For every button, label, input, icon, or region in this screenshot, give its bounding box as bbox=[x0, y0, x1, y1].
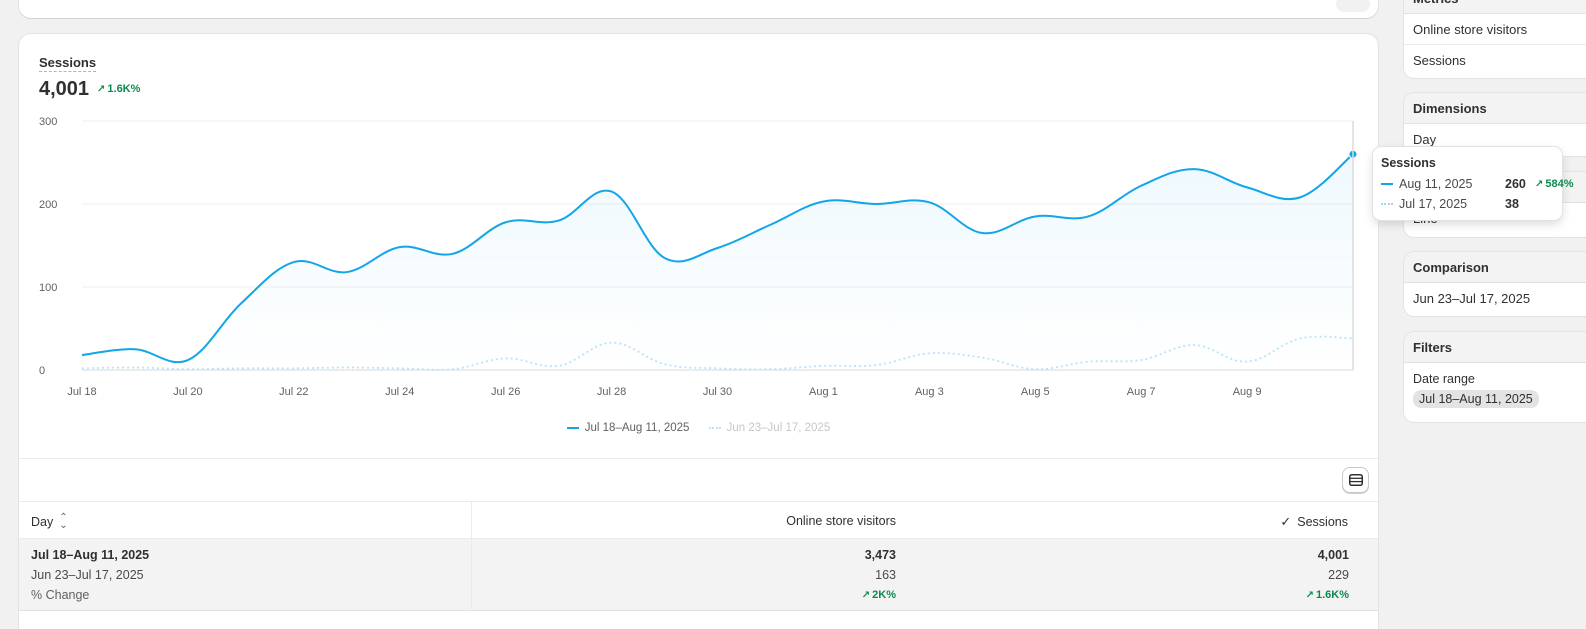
metric-item-sessions[interactable]: Sessions bbox=[1413, 53, 1466, 68]
y-tick-label: 200 bbox=[39, 199, 57, 211]
visitors-current: 3,473 bbox=[864, 548, 896, 562]
x-tick-label: Aug 5 bbox=[1021, 386, 1050, 398]
comparison-period-label: Jun 23–Jul 17, 2025 bbox=[31, 568, 144, 582]
x-tick-label: Jul 24 bbox=[385, 386, 414, 398]
metric-change: ↗ 1.6K% bbox=[97, 83, 140, 95]
column-header-day[interactable]: Day ⌃ ⌄ bbox=[31, 512, 68, 531]
top-card-button[interactable] bbox=[1336, 0, 1370, 12]
table-view-button[interactable] bbox=[1342, 467, 1369, 493]
dimensions-heading: Dimensions bbox=[1404, 93, 1586, 124]
tooltip-change: ↗ 584% bbox=[1535, 178, 1574, 190]
column-header-sessions-label: Sessions bbox=[1297, 515, 1348, 529]
y-axis: 300 200 100 0 bbox=[39, 116, 57, 377]
metrics-heading: Metrics bbox=[1404, 0, 1586, 14]
chart-legend: Jul 18–Aug 11, 2025 Jun 23–Jul 17, 2025 bbox=[19, 420, 1378, 434]
sessions-current: 4,001 bbox=[1317, 548, 1349, 562]
x-tick-label: Jul 22 bbox=[279, 386, 308, 398]
x-axis: Jul 18 Jul 20 Jul 22 Jul 24 Jul 26 Jul 28 Jul … bbox=[67, 386, 1261, 398]
filter-label-date-range: Date range bbox=[1413, 372, 1475, 386]
sessions-change: ↗ 1.6K% bbox=[1306, 585, 1349, 606]
chart-series bbox=[81, 149, 1358, 371]
x-tick-label: Jul 28 bbox=[597, 386, 626, 398]
sessions-cell: 4,001 229 ↗ 1.6K% bbox=[1306, 545, 1349, 606]
metric-item-visitors[interactable]: Online store visitors bbox=[1404, 14, 1586, 45]
tooltip-date-current: Aug 11, 2025 bbox=[1399, 177, 1473, 191]
x-tick-label: Jul 20 bbox=[173, 386, 202, 398]
column-header-day-label: Day bbox=[31, 515, 54, 529]
day-cell: Jul 18–Aug 11, 2025 Jun 23–Jul 17, 2025 … bbox=[31, 545, 149, 605]
x-tick-label: Jul 18 bbox=[67, 386, 96, 398]
arrow-up-right-icon: ↗ bbox=[861, 590, 871, 601]
tooltip-change-value: 584% bbox=[1545, 178, 1574, 190]
chart-tooltip: Sessions Aug 11, 2025 260 ↗ 584% Jul 17, … bbox=[1373, 147, 1574, 220]
tooltip-swatch-current bbox=[1381, 183, 1393, 185]
top-card bbox=[19, 0, 1378, 18]
chart-table-divider bbox=[19, 458, 1378, 459]
table-row: Jul 18–Aug 11, 2025 Jun 23–Jul 17, 2025 … bbox=[19, 539, 1378, 611]
legend-item-comparison[interactable]: Jun 23–Jul 17, 2025 bbox=[708, 422, 831, 434]
filter-date-range-pill[interactable]: Jul 18–Aug 11, 2025 bbox=[1413, 390, 1539, 408]
column-header-visitors[interactable]: Online store visitors bbox=[786, 514, 896, 528]
legend-label-current: Jul 18–Aug 11, 2025 bbox=[584, 422, 690, 434]
y-tick-label: 100 bbox=[39, 282, 57, 294]
filters-heading: Filters bbox=[1404, 332, 1586, 363]
legend-item-current[interactable]: Jul 18–Aug 11, 2025 bbox=[566, 422, 690, 434]
series-area-current bbox=[82, 154, 1353, 370]
table-header: Day ⌃ ⌄ Online store visitors ✓ Sessions bbox=[19, 501, 1378, 540]
legend-swatch-current bbox=[566, 427, 579, 429]
visitors-comparison: 163 bbox=[875, 568, 896, 582]
filters-panel: Filters Date range Jul 18–Aug 11, 2025 bbox=[1404, 332, 1586, 422]
x-tick-label: Aug 7 bbox=[1127, 386, 1156, 398]
column-separator bbox=[471, 539, 472, 611]
sessions-comparison: 229 bbox=[1328, 568, 1349, 582]
arrow-up-right-icon: ↗ bbox=[1535, 179, 1544, 190]
x-tick-label: Aug 1 bbox=[809, 386, 838, 398]
x-tick-label: Aug 3 bbox=[915, 386, 944, 398]
tooltip-value-comparison: 38 bbox=[1505, 197, 1519, 211]
x-tick-label: Jul 26 bbox=[491, 386, 520, 398]
table-icon bbox=[1348, 474, 1363, 486]
legend-swatch-comparison bbox=[708, 427, 721, 429]
metric-value: 4,001 bbox=[39, 78, 90, 100]
visitors-change-value: 2K% bbox=[872, 589, 896, 601]
sessions-change-value: 1.6K% bbox=[1315, 589, 1349, 601]
column-header-sessions[interactable]: ✓ Sessions bbox=[1280, 514, 1348, 530]
tooltip-row-current: Aug 11, 2025 260 ↗ 584% bbox=[1381, 177, 1574, 191]
legend-label-comparison: Jun 23–Jul 17, 2025 bbox=[726, 422, 831, 434]
tooltip-date-comparison: Jul 17, 2025 bbox=[1399, 197, 1468, 211]
arrow-up-right-icon: ↗ bbox=[97, 84, 106, 95]
dimensions-panel: Dimensions Day bbox=[1404, 93, 1586, 156]
sessions-report-card: Sessions 4,001 ↗ 1.6K% 300 200 100 0 Jul 18 J… bbox=[19, 34, 1378, 629]
arrow-up-right-icon: ↗ bbox=[1305, 590, 1314, 601]
current-period-label: Jul 18–Aug 11, 2025 bbox=[31, 548, 150, 562]
metric-title[interactable]: Sessions bbox=[39, 55, 97, 72]
column-separator bbox=[471, 502, 472, 540]
x-tick-label: Aug 9 bbox=[1233, 386, 1262, 398]
x-tick-label: Jul 30 bbox=[703, 386, 732, 398]
tooltip-title: Sessions bbox=[1381, 156, 1436, 170]
metric-change-value: 1.6K% bbox=[107, 83, 141, 95]
visitors-cell: 3,473 163 ↗ 2K% bbox=[862, 545, 896, 606]
y-tick-label: 0 bbox=[39, 365, 45, 377]
visitors-change: ↗ 2K% bbox=[862, 585, 896, 606]
y-tick-label: 300 bbox=[39, 116, 57, 128]
sort-icon[interactable]: ⌃ ⌄ bbox=[59, 512, 68, 531]
comparison-value[interactable]: Jun 23–Jul 17, 2025 bbox=[1413, 291, 1531, 306]
percent-change-label: % Change bbox=[31, 588, 90, 602]
comparison-heading: Comparison bbox=[1404, 252, 1586, 283]
tooltip-value-current: 260 bbox=[1505, 177, 1526, 191]
check-icon: ✓ bbox=[1280, 514, 1292, 529]
comparison-panel: Comparison Jun 23–Jul 17, 2025 bbox=[1404, 252, 1586, 316]
metrics-panel: Metrics Online store visitors Sessions bbox=[1404, 0, 1586, 78]
sessions-line-chart[interactable]: 300 200 100 0 Jul 18 Jul 20 Jul 22 Jul 24 Jul 2… bbox=[19, 34, 1378, 414]
series-line-comparison bbox=[81, 335, 1354, 371]
tooltip-swatch-comparison bbox=[1381, 203, 1393, 205]
dimension-item-day[interactable]: Day bbox=[1413, 132, 1437, 147]
series-line-current bbox=[81, 153, 1354, 363]
tooltip-row-comparison: Jul 17, 2025 38 bbox=[1381, 197, 1535, 211]
